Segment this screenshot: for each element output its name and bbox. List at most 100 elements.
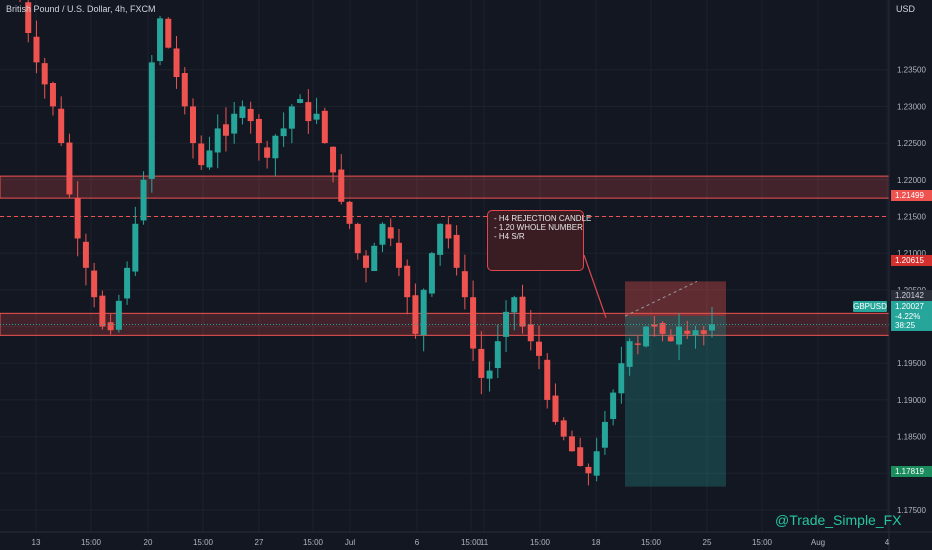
time-tick-label: 15:00	[461, 538, 482, 547]
candle-body	[494, 341, 501, 369]
time-tick-label: 11	[480, 538, 489, 547]
candle-body	[560, 420, 567, 437]
stop-zone	[625, 281, 726, 317]
analysis-annotation[interactable]: - H4 REJECTION CANDLE - 1.20 WHOLE NUMBE…	[487, 210, 592, 271]
candle-body	[519, 296, 526, 327]
candle-body	[420, 289, 427, 336]
candle-body	[280, 128, 287, 137]
candle-body	[338, 169, 345, 202]
price-tick-label: 1.21000	[897, 249, 926, 258]
candle-body	[107, 322, 114, 331]
candle-body	[66, 142, 73, 195]
price-tick-label: 1.19000	[897, 396, 926, 405]
time-tick-label: 4	[885, 538, 890, 547]
candle-body	[577, 447, 584, 466]
candle-body	[412, 295, 419, 334]
candle-body	[692, 330, 699, 336]
candle-body	[255, 118, 262, 144]
candle-body	[330, 146, 337, 173]
annotation-line: - H4 REJECTION CANDLE	[494, 214, 592, 223]
candle-body	[651, 324, 658, 327]
zone-resistance	[0, 175, 890, 199]
candle-body	[321, 110, 328, 144]
time-tick-label: 13	[32, 538, 41, 547]
candle-body	[41, 63, 48, 85]
candle-body	[461, 271, 468, 298]
candle-body	[247, 108, 254, 122]
stop-price-tag: 1.20615	[891, 255, 932, 266]
candle-body	[659, 323, 666, 334]
time-tick-label: 15:00	[752, 538, 773, 547]
candle-body	[297, 99, 304, 103]
candle-body	[82, 241, 89, 268]
candle-body	[363, 255, 369, 268]
watermark: @Trade_Simple_FX	[775, 512, 902, 528]
price-tick-label: 1.18500	[897, 433, 926, 442]
dashed-level-tag: 1.21499	[891, 190, 932, 201]
price-tick-label: 1.22000	[897, 176, 926, 185]
candle-body	[354, 223, 361, 254]
candle-body	[264, 147, 271, 158]
candle-body	[25, 2, 32, 34]
candle-body	[700, 330, 707, 334]
candle-body	[544, 359, 551, 400]
candle-body	[478, 348, 485, 378]
change-tag: -4.22%	[891, 311, 932, 322]
candle-body	[634, 343, 641, 345]
time-tick-label: 15:00	[303, 538, 324, 547]
time-tick-label: 25	[703, 538, 712, 547]
candle-body	[470, 297, 477, 349]
candle-body	[610, 392, 617, 420]
candle-body	[132, 223, 139, 272]
candle-body	[601, 421, 608, 448]
candle-body	[222, 124, 229, 136]
candle-body	[684, 330, 691, 334]
candle-body	[536, 341, 542, 356]
currency-label: USD	[896, 4, 916, 14]
candle-body	[124, 267, 131, 299]
time-tick-label: 15:00	[641, 538, 662, 547]
candle-body	[371, 245, 378, 272]
candle-body	[676, 326, 683, 345]
candle-body	[568, 436, 575, 452]
candle-body	[395, 242, 402, 268]
annotation-line: - H4 S/R	[494, 232, 525, 241]
candle-body	[379, 223, 386, 245]
candle-body	[140, 179, 147, 221]
candle-body	[428, 253, 435, 294]
candle-body	[511, 297, 518, 313]
candle-body	[173, 48, 180, 78]
time-tick-label: 15:00	[81, 538, 102, 547]
candle-body	[453, 234, 460, 268]
candle-body	[552, 395, 559, 422]
time-tick-label: 15:00	[530, 538, 551, 547]
candle-body	[626, 341, 633, 367]
candle-body	[709, 324, 715, 331]
candle-body	[272, 135, 279, 159]
candle-body	[157, 18, 164, 62]
candle-body	[346, 201, 353, 224]
candle-body	[198, 143, 205, 166]
candle-body	[33, 36, 40, 63]
candle-body	[667, 336, 674, 342]
price-tick-label: 1.23500	[897, 66, 926, 75]
position-trend-line	[624, 280, 698, 317]
candle-body	[288, 106, 295, 129]
entry-price-tag: 1.20142	[891, 290, 932, 301]
candle-body	[486, 370, 493, 379]
price-tick-label: 1.21500	[897, 212, 926, 221]
candle-body	[165, 18, 172, 48]
target-zone	[625, 316, 726, 487]
candle-body	[305, 102, 312, 122]
price-tick-label: 1.19500	[897, 359, 926, 368]
time-tick-label: 27	[255, 538, 264, 547]
candle-body	[58, 108, 65, 144]
candle-body	[445, 224, 452, 239]
price-tick-label: 1.22500	[897, 139, 926, 148]
time-tick-label: 6	[415, 538, 420, 547]
price-tick-label: 1.17500	[897, 506, 926, 515]
candle-body	[618, 363, 625, 394]
candle-body	[643, 326, 650, 347]
candle-body	[387, 227, 394, 239]
